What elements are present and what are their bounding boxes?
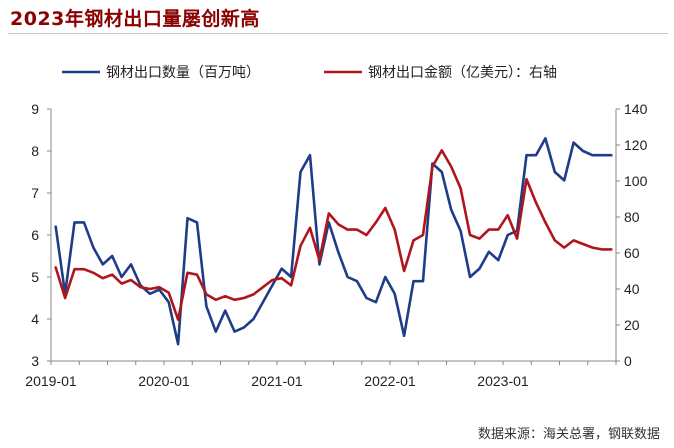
- x-tick-label: 2022-01: [364, 373, 416, 389]
- series-line-export-value: [54, 149, 613, 321]
- left-tick-label: 7: [31, 185, 39, 201]
- right-tick-label: 60: [624, 245, 640, 261]
- right-tick-label: 80: [624, 209, 640, 225]
- x-tick-label: 2020-01: [138, 373, 190, 389]
- source-note: 数据来源：海关总署，钢联数据: [477, 427, 660, 442]
- left-tick-label: 8: [31, 143, 39, 159]
- right-tick-label: 0: [624, 353, 632, 369]
- left-tick-label: 5: [31, 269, 39, 285]
- right-tick-label: 140: [624, 101, 648, 117]
- legend-label-export-volume: 钢材出口数量（百万吨）: [106, 65, 260, 81]
- x-tick-label: 2023-01: [477, 373, 529, 389]
- right-tick-label: 120: [624, 137, 648, 153]
- title-divider: [8, 33, 668, 34]
- legend-label-export-value: 钢材出口金额（亿美元）：右轴: [368, 65, 557, 81]
- right-tick-label: 100: [624, 173, 648, 189]
- left-tick-label: 9: [31, 101, 39, 117]
- series-line-export-volume: [54, 137, 613, 346]
- left-tick-label: 3: [31, 353, 39, 369]
- x-tick-label: 2021-01: [251, 373, 303, 389]
- right-tick-label: 20: [624, 317, 640, 333]
- x-tick-label: 2019-01: [25, 373, 77, 389]
- left-tick-label: 6: [31, 227, 39, 243]
- left-tick-label: 4: [31, 311, 39, 327]
- chart-title: 2023年钢材出口量屡创新高: [10, 8, 260, 30]
- right-tick-label: 40: [624, 281, 640, 297]
